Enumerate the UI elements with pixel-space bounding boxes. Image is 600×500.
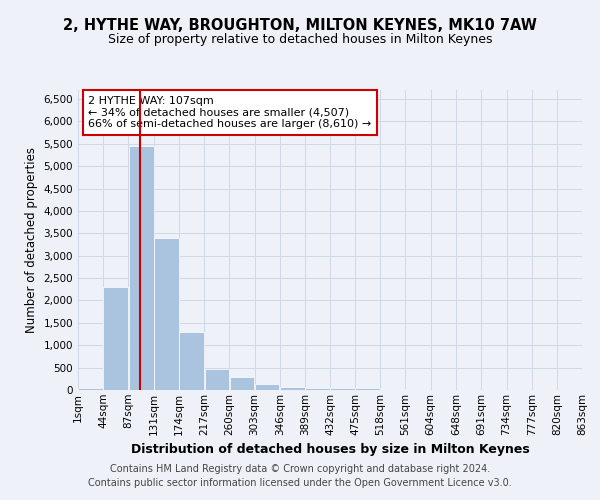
Text: 2, HYTHE WAY, BROUGHTON, MILTON KEYNES, MK10 7AW: 2, HYTHE WAY, BROUGHTON, MILTON KEYNES, … [63, 18, 537, 32]
Bar [255, 384, 280, 390]
Bar [205, 368, 229, 390]
Bar [280, 387, 305, 390]
Bar [305, 388, 330, 390]
Bar [179, 332, 204, 390]
Bar [230, 376, 254, 390]
Bar [380, 389, 405, 390]
X-axis label: Distribution of detached houses by size in Milton Keynes: Distribution of detached houses by size … [131, 443, 529, 456]
Text: 2 HYTHE WAY: 107sqm
← 34% of detached houses are smaller (4,507)
66% of semi-det: 2 HYTHE WAY: 107sqm ← 34% of detached ho… [88, 96, 371, 129]
Bar [128, 146, 154, 390]
Bar [78, 388, 103, 390]
Bar [330, 388, 355, 390]
Bar [355, 388, 380, 390]
Bar [154, 238, 179, 390]
Text: Size of property relative to detached houses in Milton Keynes: Size of property relative to detached ho… [108, 32, 492, 46]
Y-axis label: Number of detached properties: Number of detached properties [25, 147, 38, 333]
Text: Contains HM Land Registry data © Crown copyright and database right 2024.
Contai: Contains HM Land Registry data © Crown c… [88, 464, 512, 487]
Bar [103, 287, 128, 390]
